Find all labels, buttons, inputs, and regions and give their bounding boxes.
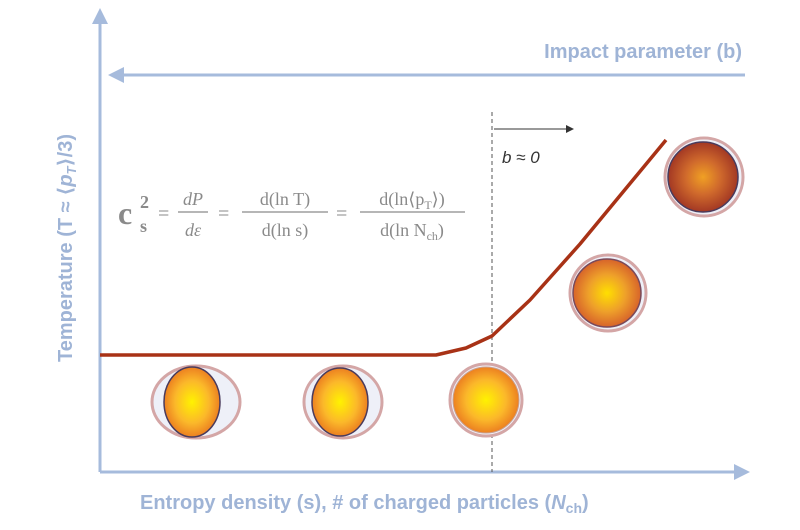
eq-equals-2: = [218,203,229,225]
eq-cs-symbol: c [118,195,132,231]
y-axis-arrowhead [92,8,108,24]
eq-equals-1: = [158,203,169,225]
eq-f3-numerator: d(ln⟨pT⟩) [379,189,444,212]
collision-central [448,362,524,438]
x-axis-arrowhead [734,464,750,480]
eq-equals-3: = [336,203,347,225]
x-axis-label: Entropy density (s), # of charged partic… [140,492,589,516]
eq-f2-numerator: d(ln T) [260,189,310,210]
eq-f3-denominator: d(ln Nch) [380,220,444,243]
collision-peripheral-2 [302,364,384,440]
eq-cs-superscript: 2 [140,192,149,212]
collision-highest-temp [663,136,745,218]
impact-parameter-label: Impact parameter (b) [544,41,742,63]
impact-parameter-axis [108,67,745,83]
impact-axis-arrowhead [108,67,124,83]
y-axis [92,8,108,472]
temperature-curve [100,138,668,357]
collision-high-temp [568,253,648,333]
b-zero-label: b ≈ 0 [502,148,540,167]
speed-of-sound-equation: c 2 s = dP dε = d(ln T) d(ln s) = d(ln⟨p… [118,189,465,243]
eq-f1-numerator: dP [183,189,203,209]
eq-f2-denominator: d(ln s) [262,220,309,241]
eq-f1-denominator: dε [185,220,202,240]
y-axis-label: Temperature (T ≈ ⟨pT⟩/3) [55,134,79,362]
eq-cs-subscript: s [140,216,147,236]
collision-peripheral-1 [150,364,242,440]
b-zero-arrowhead [566,125,574,133]
x-axis [100,464,750,480]
